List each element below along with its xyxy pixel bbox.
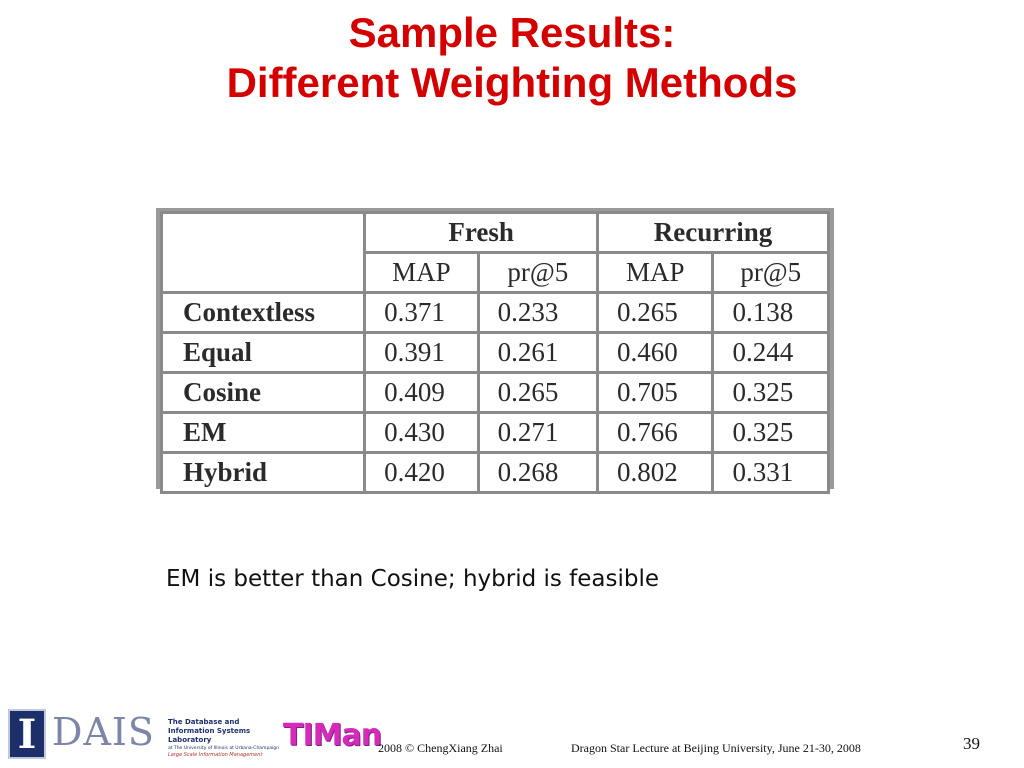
illinois-logo-icon: I — [8, 709, 46, 759]
lab-name-line2: at The University of Illinois at Urbana-… — [168, 746, 280, 751]
row-label: Cosine — [159, 371, 367, 414]
table-row: Hybrid 0.420 0.268 0.802 0.331 — [159, 451, 830, 494]
cell-recurring-pr5: 0.325 — [711, 371, 830, 414]
sub-header-recurring-pr5: pr@5 — [711, 251, 830, 294]
cell-recurring-pr5: 0.325 — [711, 411, 830, 454]
table-row: Cosine 0.409 0.265 0.705 0.325 — [159, 371, 830, 414]
cell-recurring-map: 0.802 — [596, 451, 715, 494]
cell-fresh-pr5: 0.233 — [476, 291, 600, 334]
cell-fresh-pr5: 0.261 — [476, 331, 600, 374]
cell-fresh-map: 0.409 — [363, 371, 480, 414]
row-label: Equal — [159, 331, 367, 374]
footer-copyright: 2008 © ChengXiang Zhai — [378, 741, 503, 755]
cell-fresh-pr5: 0.271 — [476, 411, 600, 454]
table-row: Contextless 0.371 0.233 0.265 0.138 — [159, 291, 830, 334]
cell-recurring-pr5: 0.138 — [711, 291, 830, 334]
sub-header-recurring-map: MAP — [596, 251, 715, 294]
slide-title: Sample Results: Different Weighting Meth… — [0, 8, 1024, 108]
timan-logo: TIMan — [283, 718, 382, 753]
row-label: EM — [159, 411, 367, 454]
cell-fresh-map: 0.430 — [363, 411, 480, 454]
cell-fresh-pr5: 0.265 — [476, 371, 600, 414]
table-row: EM 0.430 0.271 0.766 0.325 — [159, 411, 830, 454]
cell-recurring-map: 0.766 — [596, 411, 715, 454]
results-table-image: Fresh Recurring MAP pr@5 MAP pr@5 Contex… — [156, 208, 834, 494]
row-label: Contextless — [159, 291, 367, 334]
table-group-header-row: Fresh Recurring — [159, 211, 830, 294]
cell-recurring-pr5: 0.331 — [711, 451, 830, 494]
footer-lecture: Dragon Star Lecture at Beijing Universit… — [571, 741, 861, 755]
sub-header-fresh-map: MAP — [363, 251, 480, 294]
row-label: Hybrid — [159, 451, 367, 494]
cell-recurring-map: 0.265 — [596, 291, 715, 334]
group-header-fresh: Fresh — [363, 211, 600, 254]
dais-logo: DAIS — [52, 710, 155, 754]
lab-name-line1: The Database and Information Systems Lab… — [168, 718, 251, 744]
page-number: 39 — [963, 734, 980, 753]
table-sub-header-row: MAP pr@5 MAP pr@5 — [162, 251, 830, 294]
slide-title-line1: Sample Results: — [348, 9, 676, 56]
table-corner-cell — [159, 211, 367, 294]
table-row: Equal 0.391 0.261 0.460 0.244 — [159, 331, 830, 374]
slide-title-line2: Different Weighting Methods — [226, 59, 798, 106]
cell-fresh-map: 0.420 — [363, 451, 480, 494]
cell-recurring-map: 0.460 — [596, 331, 715, 374]
results-table: Fresh Recurring MAP pr@5 MAP pr@5 Contex… — [159, 211, 830, 494]
cell-fresh-map: 0.391 — [363, 331, 480, 374]
cell-recurring-map: 0.705 — [596, 371, 715, 414]
lab-name-line3: Large Scale Information Management — [168, 752, 263, 758]
lab-name: The Database and Information Systems Lab… — [168, 718, 283, 759]
slide-caption: EM is better than Cosine; hybrid is feas… — [166, 566, 660, 592]
cell-fresh-map: 0.371 — [363, 291, 480, 334]
cell-fresh-pr5: 0.268 — [476, 451, 600, 494]
sub-header-fresh-pr5: pr@5 — [476, 251, 600, 294]
group-header-recurring: Recurring — [596, 211, 830, 254]
slide-footer: I DAIS The Database and Information Syst… — [0, 700, 1024, 768]
cell-recurring-pr5: 0.244 — [711, 331, 830, 374]
